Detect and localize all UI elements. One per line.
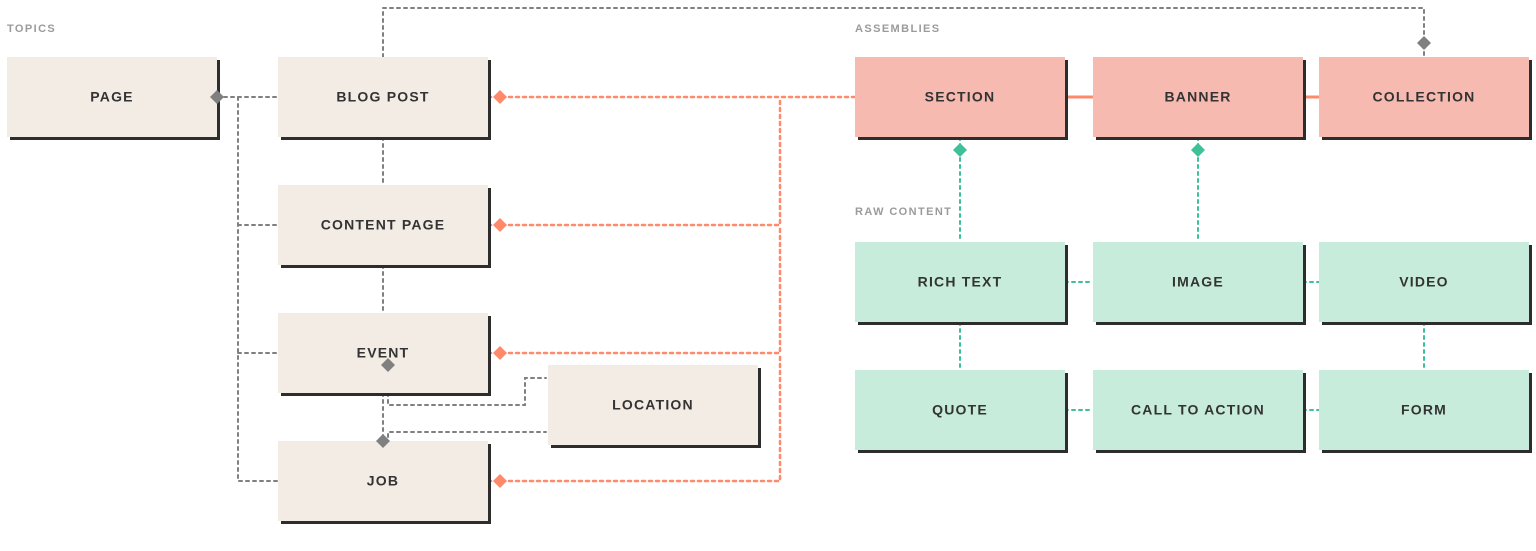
node-label-page: PAGE <box>90 89 133 105</box>
node-label-banner: BANNER <box>1164 89 1231 105</box>
edge-gray-5 <box>238 97 278 481</box>
content-model-diagram: PAGE BLOG POST CONTENT PAGE EVENT JOB LOCATIO… <box>0 0 1536 551</box>
node-label-section: SECTION <box>925 89 996 105</box>
node-label-blogpost: BLOG POST <box>336 89 429 105</box>
group-label-assemblies: ASSEMBLIES <box>855 23 941 35</box>
node-label-form: FORM <box>1401 402 1447 418</box>
node-label-image: IMAGE <box>1172 274 1224 290</box>
diamond-marker-12 <box>493 90 507 104</box>
diamond-marker-1 <box>1417 36 1431 50</box>
diamond-marker-16 <box>953 143 967 157</box>
diamond-marker-14 <box>493 346 507 360</box>
node-label-cta: CALL TO ACTION <box>1131 402 1265 418</box>
diamond-marker-13 <box>493 218 507 232</box>
group-label-topics: TOPICS <box>7 23 56 35</box>
nodes-layer: PAGE BLOG POST CONTENT PAGE EVENT JOB LOCATIO… <box>7 57 1532 524</box>
node-label-quote: QUOTE <box>932 402 988 418</box>
edge-orange-13 <box>488 97 780 225</box>
node-label-video: VIDEO <box>1399 274 1449 290</box>
node-label-location: LOCATION <box>612 397 694 413</box>
node-label-richtext: RICH TEXT <box>918 274 1003 290</box>
node-label-collection: COLLECTION <box>1373 89 1476 105</box>
edge-orange-14 <box>488 225 780 353</box>
diamond-marker-15 <box>493 474 507 488</box>
node-label-event: EVENT <box>357 345 410 361</box>
node-label-job: JOB <box>367 473 399 489</box>
diamond-marker-17 <box>1191 143 1205 157</box>
node-label-contentpage: CONTENT PAGE <box>321 217 446 233</box>
group-label-rawcontent: RAW CONTENT <box>855 206 952 218</box>
